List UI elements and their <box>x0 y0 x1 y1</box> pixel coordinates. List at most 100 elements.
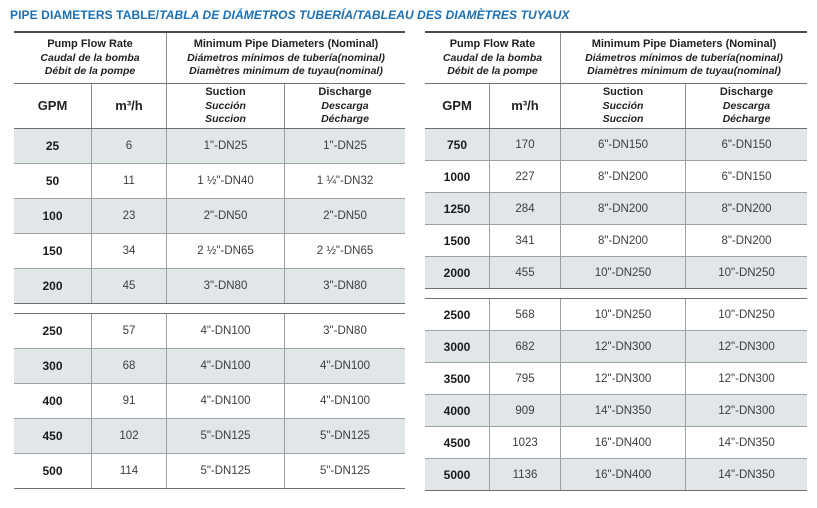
pipe-table-high-flow: Pump Flow Rate Caudal de la bomba Débit … <box>425 31 807 491</box>
discharge-value: 4"-DN100 <box>284 349 405 383</box>
header-group-row: Pump Flow Rate Caudal de la bomba Débit … <box>14 31 405 83</box>
table-row: 2500 568 10"-DN250 10"-DN250 <box>425 299 807 330</box>
discharge-column-header: Discharge Descarga Décharge <box>284 84 405 128</box>
table-row: 250 57 4"-DN100 3"-DN80 <box>14 314 405 348</box>
discharge-value: 12"-DN300 <box>685 331 807 362</box>
suction-value: 12"-DN300 <box>560 363 685 394</box>
table-row: 1000 227 8"-DN200 6"-DN150 <box>425 160 807 192</box>
tables-container: Pump Flow Rate Caudal de la bomba Débit … <box>14 31 817 491</box>
table-row: 750 170 6"-DN150 6"-DN150 <box>425 129 807 160</box>
gpm-value: 3500 <box>443 371 471 386</box>
subheader-row: GPM m³/h Suction Succión Succion Dischar… <box>14 83 405 128</box>
suction-value: 2 ½"-DN65 <box>166 234 284 268</box>
table-row: 50 11 1 ½"-DN40 1 ¼"-DN32 <box>14 163 405 198</box>
discharge-value: 10"-DN250 <box>685 257 807 288</box>
m3h-value: 102 <box>91 419 166 453</box>
m3h-value: 34 <box>91 234 166 268</box>
m3h-column-header: m³/h <box>91 84 166 128</box>
gpm-value: 25 <box>45 139 60 153</box>
table-row: 2000 455 10"-DN250 10"-DN250 <box>425 256 807 288</box>
suction-value: 8"-DN200 <box>560 193 685 224</box>
gpm-value: 2000 <box>443 265 471 280</box>
suction-header-fr: Succion <box>602 113 644 126</box>
discharge-header-fr: Décharge <box>321 113 369 126</box>
flow-rate-header: Pump Flow Rate Caudal de la bomba Débit … <box>425 33 560 83</box>
suction-header-fr: Succion <box>205 113 246 126</box>
table-row: 5000 1136 16"-DN400 14"-DN350 <box>425 458 807 490</box>
suction-column-header: Suction Succión Succion <box>560 84 685 128</box>
m3h-value: 68 <box>91 349 166 383</box>
subheader-row: GPM m³/h Suction Succión Succion Dischar… <box>425 83 807 128</box>
suction-value: 16"-DN400 <box>560 427 685 458</box>
table-row: 450 102 5"-DN125 5"-DN125 <box>14 418 405 453</box>
m3h-column-header: m³/h <box>489 84 560 128</box>
suction-value: 6"-DN150 <box>560 129 685 160</box>
m3h-value: 341 <box>489 225 560 256</box>
gpm-value: 200 <box>42 279 63 293</box>
suction-value: 5"-DN125 <box>166 419 284 453</box>
discharge-value: 5"-DN125 <box>284 454 405 488</box>
suction-value: 10"-DN250 <box>560 257 685 288</box>
group-gap <box>14 304 405 313</box>
suction-value: 1"-DN25 <box>166 129 284 163</box>
m3h-value: 568 <box>489 299 560 330</box>
discharge-value: 10"-DN250 <box>685 299 807 330</box>
suction-value: 8"-DN200 <box>560 225 685 256</box>
gpm-value: 4000 <box>443 403 471 418</box>
discharge-value: 2 ½"-DN65 <box>284 234 405 268</box>
gpm-value: 3000 <box>443 339 471 354</box>
page-title-main: PIPE DIAMETERS TABLE/ <box>10 8 160 22</box>
gpm-value: 2500 <box>443 307 471 322</box>
data-group-1: 750 170 6"-DN150 6"-DN150 1000 227 8"-DN200 6"-… <box>425 128 807 289</box>
suction-value: 1 ½"-DN40 <box>166 164 284 198</box>
table-row: 3000 682 12"-DN300 12"-DN300 <box>425 330 807 362</box>
table-row: 25 6 1"-DN25 1"-DN25 <box>14 129 405 163</box>
m3h-value: 1023 <box>489 427 560 458</box>
m3h-value: 23 <box>91 199 166 233</box>
table-row: 4500 1023 16"-DN400 14"-DN350 <box>425 426 807 458</box>
m3h-value: 1136 <box>489 459 560 490</box>
discharge-value: 3"-DN80 <box>284 314 405 348</box>
table-row: 300 68 4"-DN100 4"-DN100 <box>14 348 405 383</box>
table-row: 500 114 5"-DN125 5"-DN125 <box>14 453 405 488</box>
suction-header-es: Succión <box>602 99 644 112</box>
m3h-value: 57 <box>91 314 166 348</box>
gpm-value: 400 <box>42 394 63 408</box>
m3h-value: 284 <box>489 193 560 224</box>
pipe-diameters-header-en: Minimum Pipe Diameters (Nominal) <box>193 38 379 51</box>
suction-value: 5"-DN125 <box>166 454 284 488</box>
table-row: 400 91 4"-DN100 4"-DN100 <box>14 383 405 418</box>
m3h-value: 45 <box>91 269 166 303</box>
m3h-value: 909 <box>489 395 560 426</box>
m3h-value: 455 <box>489 257 560 288</box>
pipe-diameters-header-fr: Diamètres minimum de tuyau(nominal) <box>189 65 383 78</box>
suction-header-en: Suction <box>205 86 246 99</box>
suction-value: 8"-DN200 <box>560 161 685 192</box>
suction-value: 2"-DN50 <box>166 199 284 233</box>
discharge-value: 1"-DN25 <box>284 129 405 163</box>
table-row: 150 34 2 ½"-DN65 2 ½"-DN65 <box>14 233 405 268</box>
discharge-value: 8"-DN200 <box>685 193 807 224</box>
gpm-value: 100 <box>42 209 63 223</box>
page-title: PIPE DIAMETERS TABLE/TABLA DE DIÁMETROS … <box>10 8 817 22</box>
gpm-value: 5000 <box>443 467 471 482</box>
pipe-diameters-header-es: Diámetros mínimos de tubería(nominal) <box>585 51 783 64</box>
discharge-value: 8"-DN200 <box>685 225 807 256</box>
suction-header-en: Suction <box>602 86 644 99</box>
discharge-header-en: Discharge <box>318 86 372 99</box>
flow-rate-header-es: Caudal de la bomba <box>442 51 543 64</box>
gpm-value: 500 <box>42 464 63 478</box>
page-title-translations: TABLA DE DIÁMETROS TUBERÍA/TABLEAU DES D… <box>159 8 570 22</box>
discharge-value: 14"-DN350 <box>685 427 807 458</box>
table-row: 1500 341 8"-DN200 8"-DN200 <box>425 224 807 256</box>
pipe-diameters-header-en: Minimum Pipe Diameters (Nominal) <box>591 38 777 51</box>
table-row: 3500 795 12"-DN300 12"-DN300 <box>425 362 807 394</box>
suction-value: 3"-DN80 <box>166 269 284 303</box>
gpm-value: 750 <box>446 137 468 152</box>
table-row: 100 23 2"-DN50 2"-DN50 <box>14 198 405 233</box>
gpm-value: 150 <box>42 244 63 258</box>
discharge-header-en: Discharge <box>719 86 774 99</box>
m3h-value: 91 <box>91 384 166 418</box>
gpm-column-header: GPM <box>442 97 472 113</box>
gpm-column-header: GPM <box>37 97 68 113</box>
